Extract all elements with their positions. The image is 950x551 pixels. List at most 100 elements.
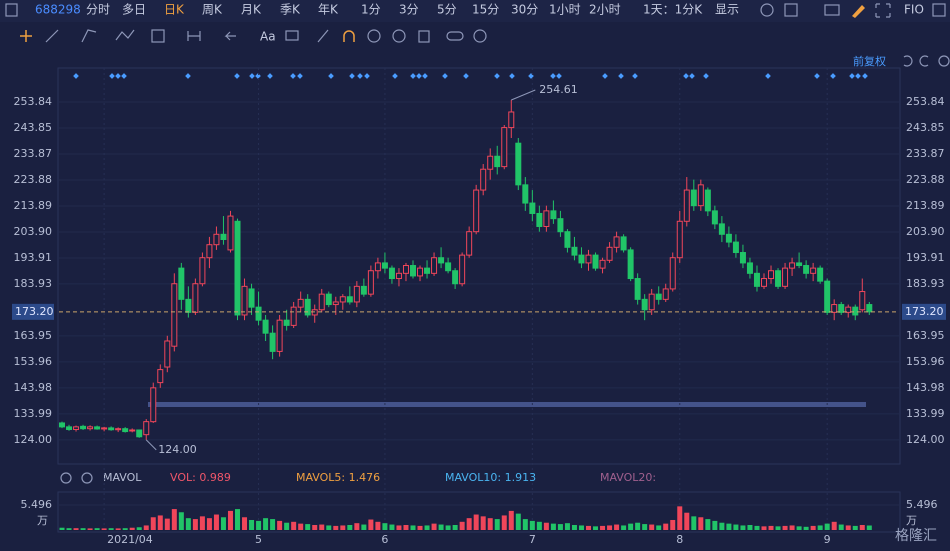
candle-body — [866, 304, 873, 313]
high-pointer — [511, 89, 536, 101]
volume-bar — [557, 524, 563, 530]
lock-tool[interactable] — [367, 29, 381, 43]
event-marker — [703, 73, 709, 79]
toolbar-item[interactable]: 1天：1分K — [643, 3, 703, 17]
toolbar-item[interactable]: 日K — [164, 3, 185, 17]
toolbar-item[interactable]: 年K — [318, 3, 339, 17]
volume-settings[interactable] — [60, 472, 72, 484]
toolbar-item[interactable]: 分时 — [86, 3, 110, 17]
note-tool[interactable] — [285, 30, 299, 41]
volume-toolbar — [60, 472, 93, 484]
volume-bar — [852, 525, 858, 530]
candle-body — [817, 267, 824, 282]
panel-icon[interactable] — [5, 3, 18, 17]
volume-indicator[interactable]: MAVOL — [103, 471, 142, 484]
event-marker — [550, 73, 556, 79]
toolbar-item[interactable]: 3分 — [399, 3, 419, 17]
candle-body — [311, 309, 318, 316]
y-tick-label: 163.95 — [14, 329, 53, 342]
compare-tool[interactable] — [446, 31, 464, 41]
toolbar-item[interactable]: 30分 — [511, 3, 538, 17]
y-tick-label: 243.85 — [14, 121, 53, 134]
candle-body — [641, 298, 648, 311]
draw-icon[interactable] — [852, 5, 865, 18]
undo-redo[interactable] — [903, 55, 929, 67]
volume-bar — [459, 521, 465, 530]
volume-bar — [298, 523, 304, 530]
volume-bar — [747, 524, 753, 530]
event-marker — [765, 73, 771, 79]
x-tick-label: 8 — [676, 533, 683, 546]
pen-tool[interactable] — [317, 29, 329, 43]
toolbar-item[interactable]: 季K — [280, 3, 301, 17]
checkbox[interactable] — [784, 3, 798, 17]
candle-body — [94, 426, 101, 430]
fullscreen-icon[interactable] — [875, 3, 891, 18]
event-marker — [364, 73, 370, 79]
candle-body — [66, 426, 73, 430]
volume-bar — [642, 524, 648, 530]
arrow-tool[interactable] — [224, 31, 236, 41]
y-tick-label: 124.00 — [906, 433, 945, 446]
toolbar-item[interactable]: 多日 — [122, 3, 146, 17]
event-marker — [234, 73, 240, 79]
toolbar-item[interactable]: 显示 — [715, 3, 739, 17]
candle-body — [459, 254, 466, 285]
candle-body — [185, 298, 192, 313]
magnet-tool[interactable] — [343, 30, 355, 42]
candle-body — [852, 306, 859, 316]
volume-bar — [424, 525, 430, 530]
volume-bar — [480, 516, 486, 530]
toolbar-item[interactable]: 周K — [202, 3, 223, 17]
volume-bar — [340, 525, 346, 530]
toolbar-item[interactable]: 5分 — [437, 3, 457, 17]
volume-bar — [586, 525, 591, 530]
candle-body — [578, 254, 585, 264]
tool-settings[interactable] — [473, 29, 487, 43]
volume-bar — [87, 528, 93, 530]
text-tool[interactable]: Aa — [260, 30, 276, 44]
delete-tool[interactable] — [418, 30, 430, 43]
toolbar-item[interactable]: 月K — [241, 3, 262, 17]
volume-bar — [326, 525, 332, 530]
volume-bar — [291, 521, 297, 530]
fib-tool[interactable] — [151, 29, 165, 43]
toolbar-item[interactable]: 2小时 — [589, 3, 621, 17]
line-tool[interactable] — [45, 29, 59, 43]
candle-body — [213, 233, 220, 246]
move-tool[interactable] — [20, 30, 32, 42]
wave-tool[interactable] — [115, 29, 135, 41]
candle-body — [101, 427, 108, 430]
event-marker — [73, 73, 79, 79]
candle-body — [571, 246, 578, 256]
volume-bar — [600, 525, 606, 530]
candle-body — [494, 155, 501, 168]
candle-body — [297, 298, 304, 308]
candle-body — [255, 306, 262, 321]
volume-bar — [726, 523, 732, 530]
camera-icon[interactable] — [824, 4, 840, 16]
candle-body — [136, 429, 143, 438]
stock-code[interactable]: 688298 — [35, 3, 81, 17]
candle-body — [634, 278, 641, 300]
candle-body — [662, 288, 669, 300]
settings-icon[interactable] — [760, 3, 774, 17]
candle-body — [129, 429, 136, 432]
toolbar-item[interactable]: 1小时 — [549, 3, 581, 17]
volume-bar — [677, 506, 683, 530]
candle-body — [318, 293, 325, 311]
candle-body — [115, 428, 122, 431]
hide-tool[interactable] — [392, 29, 406, 43]
channel-tool[interactable] — [81, 29, 97, 43]
toolbar-item[interactable]: 15分 — [472, 3, 499, 17]
window-icon[interactable] — [932, 3, 946, 17]
candle-body — [859, 291, 866, 311]
range-tool[interactable] — [187, 31, 201, 41]
candle-body — [438, 257, 445, 264]
volume-bar — [396, 525, 402, 530]
volume-close[interactable] — [81, 472, 93, 484]
add-icon[interactable] — [938, 55, 950, 67]
event-marker — [267, 73, 273, 79]
adjust-mode[interactable]: 前复权 — [853, 54, 886, 68]
toolbar-item[interactable]: 1分 — [361, 3, 381, 17]
